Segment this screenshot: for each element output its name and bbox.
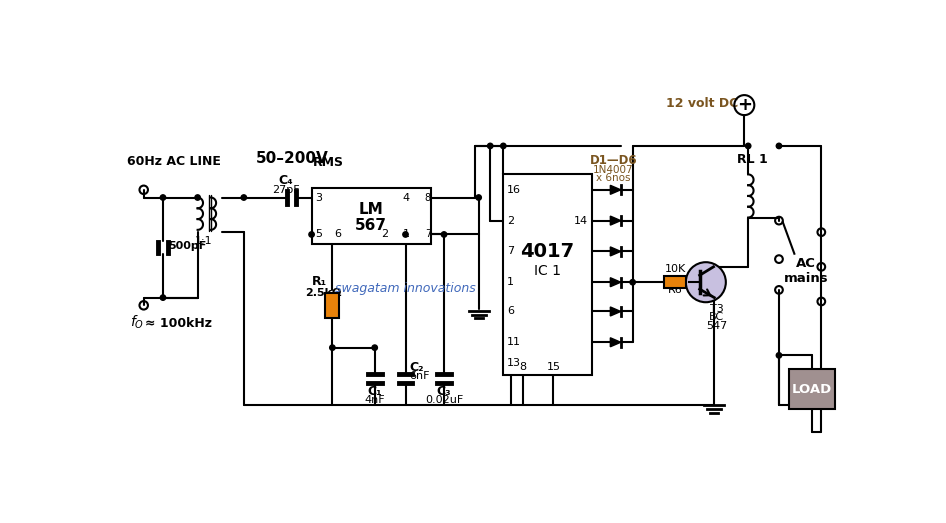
- Text: $f_O$: $f_O$: [130, 314, 144, 331]
- Text: 6nF: 6nF: [410, 371, 429, 381]
- Text: 8: 8: [519, 362, 526, 372]
- Text: BC: BC: [710, 312, 724, 322]
- Bar: [325, 293, 340, 317]
- Circle shape: [476, 195, 482, 200]
- Polygon shape: [610, 216, 621, 225]
- Polygon shape: [610, 278, 621, 287]
- Text: 5: 5: [315, 230, 323, 240]
- Text: 16: 16: [507, 185, 521, 195]
- Circle shape: [372, 345, 377, 350]
- Circle shape: [329, 345, 335, 350]
- Circle shape: [160, 195, 166, 200]
- Text: 6: 6: [507, 306, 515, 316]
- Text: 1: 1: [402, 230, 410, 240]
- Text: 1:1: 1:1: [195, 236, 213, 246]
- Polygon shape: [610, 247, 621, 256]
- Text: LOAD: LOAD: [792, 383, 832, 396]
- Text: 500pF: 500pF: [168, 241, 206, 251]
- Text: C₄: C₄: [279, 174, 293, 187]
- Text: IC 1: IC 1: [534, 264, 561, 278]
- Circle shape: [777, 353, 781, 358]
- Text: 10K: 10K: [664, 264, 686, 274]
- Text: 1: 1: [507, 277, 515, 287]
- Circle shape: [309, 232, 314, 237]
- Text: 27pF: 27pF: [272, 185, 300, 195]
- Text: 2: 2: [381, 230, 388, 240]
- Circle shape: [160, 295, 166, 300]
- Text: C₁: C₁: [367, 385, 382, 399]
- Polygon shape: [610, 185, 621, 195]
- Text: 0.02uF: 0.02uF: [425, 395, 464, 405]
- Text: 15: 15: [547, 362, 560, 372]
- Text: 7: 7: [425, 230, 431, 240]
- Circle shape: [686, 262, 726, 302]
- Circle shape: [745, 143, 751, 149]
- Text: RL 1: RL 1: [737, 153, 767, 166]
- Text: 13: 13: [507, 358, 521, 368]
- Text: T3: T3: [710, 304, 724, 314]
- Bar: [503, 174, 592, 374]
- Circle shape: [442, 232, 447, 237]
- Text: 8: 8: [425, 192, 430, 202]
- Text: swagatam innovations: swagatam innovations: [335, 282, 476, 295]
- Circle shape: [630, 279, 636, 285]
- Text: R6: R6: [668, 285, 682, 295]
- Text: ≈ 100kHz: ≈ 100kHz: [146, 317, 212, 330]
- Circle shape: [487, 143, 493, 149]
- Text: 3: 3: [315, 192, 323, 202]
- Text: 14: 14: [574, 215, 588, 225]
- Polygon shape: [610, 307, 621, 316]
- Text: x 6nos: x 6nos: [596, 173, 631, 183]
- Bar: [789, 369, 835, 410]
- Circle shape: [195, 195, 201, 200]
- Text: 547: 547: [706, 321, 727, 331]
- Bar: [311, 188, 431, 244]
- Text: 4: 4: [402, 192, 410, 202]
- Text: AC
mains: AC mains: [783, 257, 829, 285]
- Polygon shape: [610, 338, 621, 347]
- Text: D1—D6: D1—D6: [589, 154, 638, 167]
- Circle shape: [777, 143, 781, 149]
- Text: 6: 6: [335, 230, 342, 240]
- Text: 4nF: 4nF: [364, 395, 385, 405]
- Text: +: +: [737, 96, 752, 114]
- Bar: [664, 276, 686, 288]
- Text: 567: 567: [356, 218, 387, 233]
- Text: 12 volt DC: 12 volt DC: [666, 97, 738, 110]
- Text: 1N4007: 1N4007: [593, 165, 634, 175]
- Text: RMS: RMS: [313, 156, 344, 169]
- Text: C₃: C₃: [437, 385, 451, 399]
- Circle shape: [241, 195, 247, 200]
- Text: 2: 2: [507, 215, 515, 225]
- Text: 2.5kΩ: 2.5kΩ: [306, 288, 342, 298]
- Text: R₁: R₁: [311, 275, 326, 288]
- Text: 4017: 4017: [520, 242, 574, 261]
- Text: 7: 7: [507, 246, 515, 256]
- Circle shape: [403, 232, 409, 237]
- Text: LM: LM: [359, 202, 384, 218]
- Text: 60Hz AC LINE: 60Hz AC LINE: [127, 155, 220, 168]
- Text: C₂: C₂: [410, 361, 424, 374]
- Text: 11: 11: [507, 337, 521, 347]
- Circle shape: [500, 143, 506, 149]
- Text: 50–200V: 50–200V: [255, 151, 328, 166]
